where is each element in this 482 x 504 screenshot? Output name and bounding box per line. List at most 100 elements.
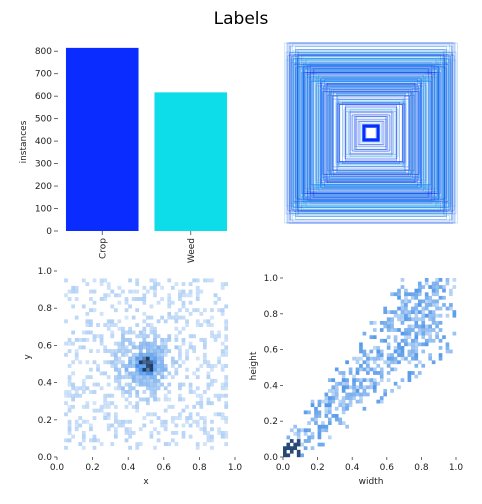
heat-cell bbox=[128, 278, 132, 283]
heat-cell bbox=[300, 442, 304, 447]
heat-cell bbox=[71, 386, 75, 391]
heat-cell bbox=[170, 356, 175, 361]
heat-cell bbox=[135, 297, 140, 301]
heat-cell bbox=[199, 427, 204, 432]
heat-cell bbox=[142, 330, 147, 335]
heat-cell bbox=[431, 303, 436, 307]
heat-cell bbox=[135, 390, 140, 394]
heat-cell bbox=[89, 367, 93, 372]
heat-cell bbox=[411, 356, 415, 361]
heat-cell bbox=[417, 285, 422, 289]
heat-cell bbox=[195, 289, 200, 294]
heat-cell bbox=[174, 282, 179, 287]
heat-cell bbox=[417, 303, 422, 307]
heat-cell bbox=[135, 393, 140, 398]
heat-cell bbox=[400, 331, 405, 336]
heat-cell bbox=[327, 417, 332, 422]
heat-cell bbox=[160, 285, 164, 290]
heat-cell bbox=[178, 308, 182, 313]
ytick-label: 0.4 bbox=[38, 379, 53, 389]
heat-cell bbox=[188, 434, 193, 439]
heat-cell bbox=[103, 371, 108, 376]
heat-cell bbox=[217, 427, 221, 432]
heat-cell bbox=[224, 401, 229, 406]
heat-cell bbox=[74, 337, 79, 342]
heat-cell bbox=[338, 417, 343, 422]
heat-cell bbox=[121, 345, 125, 350]
heat-cell bbox=[153, 278, 157, 283]
heat-cell bbox=[362, 353, 367, 357]
label-box bbox=[303, 65, 439, 201]
heat-cell bbox=[404, 288, 408, 293]
ytick-label: 1.0 bbox=[264, 274, 279, 284]
heat-cell bbox=[366, 356, 370, 361]
heat-cell bbox=[124, 419, 129, 424]
heat-cell bbox=[213, 337, 218, 342]
label-box bbox=[343, 109, 399, 157]
heat-cell bbox=[153, 427, 157, 432]
heat-cell bbox=[149, 349, 154, 354]
heat-cell bbox=[128, 375, 132, 380]
heat-cell bbox=[331, 414, 336, 418]
heat-cell bbox=[300, 453, 304, 458]
heat-cell bbox=[338, 403, 343, 408]
heat-cell bbox=[121, 334, 125, 339]
heat-cell bbox=[78, 423, 83, 428]
heat-cell bbox=[431, 299, 436, 304]
heat-cell bbox=[67, 375, 72, 380]
heat-cell bbox=[181, 300, 186, 305]
heat-cell bbox=[67, 438, 72, 443]
heat-cell bbox=[289, 428, 294, 433]
heat-cell bbox=[146, 352, 150, 357]
heat-cell bbox=[106, 319, 111, 324]
heat-cell bbox=[307, 435, 311, 440]
heat-cell bbox=[74, 393, 79, 398]
heat-cell bbox=[362, 392, 367, 397]
heat-cell bbox=[146, 386, 150, 391]
heat-cell bbox=[131, 289, 136, 294]
heat-cell bbox=[156, 352, 161, 357]
heat-cell bbox=[303, 428, 308, 433]
heat-cell bbox=[149, 323, 154, 327]
heat-cell bbox=[366, 371, 370, 375]
heat-cell bbox=[131, 375, 136, 380]
heat-cell bbox=[224, 323, 229, 327]
heat-cell bbox=[188, 390, 193, 394]
heat-cell bbox=[156, 364, 161, 368]
heat-cell bbox=[424, 313, 429, 318]
heat-cell bbox=[421, 349, 426, 354]
heat-cell bbox=[124, 308, 129, 313]
heat-cell bbox=[442, 288, 446, 293]
heat-cell bbox=[379, 371, 384, 375]
heat-cell bbox=[317, 442, 322, 447]
heat-cell bbox=[414, 292, 419, 297]
heat-cell bbox=[181, 434, 186, 439]
heat-cell bbox=[131, 315, 136, 320]
heat-cell bbox=[379, 374, 384, 379]
heat-cell bbox=[210, 278, 214, 283]
heat-cell bbox=[188, 300, 193, 305]
heat-cell bbox=[210, 308, 214, 313]
heat-cell bbox=[386, 317, 391, 322]
heat-cell bbox=[324, 424, 329, 429]
xtick-label: 0.2 bbox=[310, 463, 324, 473]
heat-cell bbox=[181, 360, 186, 365]
heat-cell bbox=[442, 285, 446, 289]
label-box bbox=[318, 73, 424, 193]
heat-cell bbox=[142, 364, 147, 368]
heat-cell bbox=[135, 401, 140, 406]
heat-cell bbox=[113, 386, 118, 391]
heat-cell bbox=[438, 356, 443, 361]
label-box bbox=[290, 62, 452, 204]
heat-cell bbox=[400, 303, 405, 307]
heat-cell bbox=[414, 338, 419, 343]
heat-cell bbox=[121, 375, 125, 380]
heat-cell bbox=[362, 367, 367, 372]
heat-cell bbox=[153, 375, 157, 380]
heat-cell bbox=[192, 308, 197, 313]
heat-cell bbox=[341, 388, 346, 393]
heat-cell bbox=[383, 324, 387, 329]
heat-cell bbox=[135, 282, 140, 287]
heat-cell bbox=[153, 341, 157, 346]
heat-cell bbox=[224, 319, 229, 324]
